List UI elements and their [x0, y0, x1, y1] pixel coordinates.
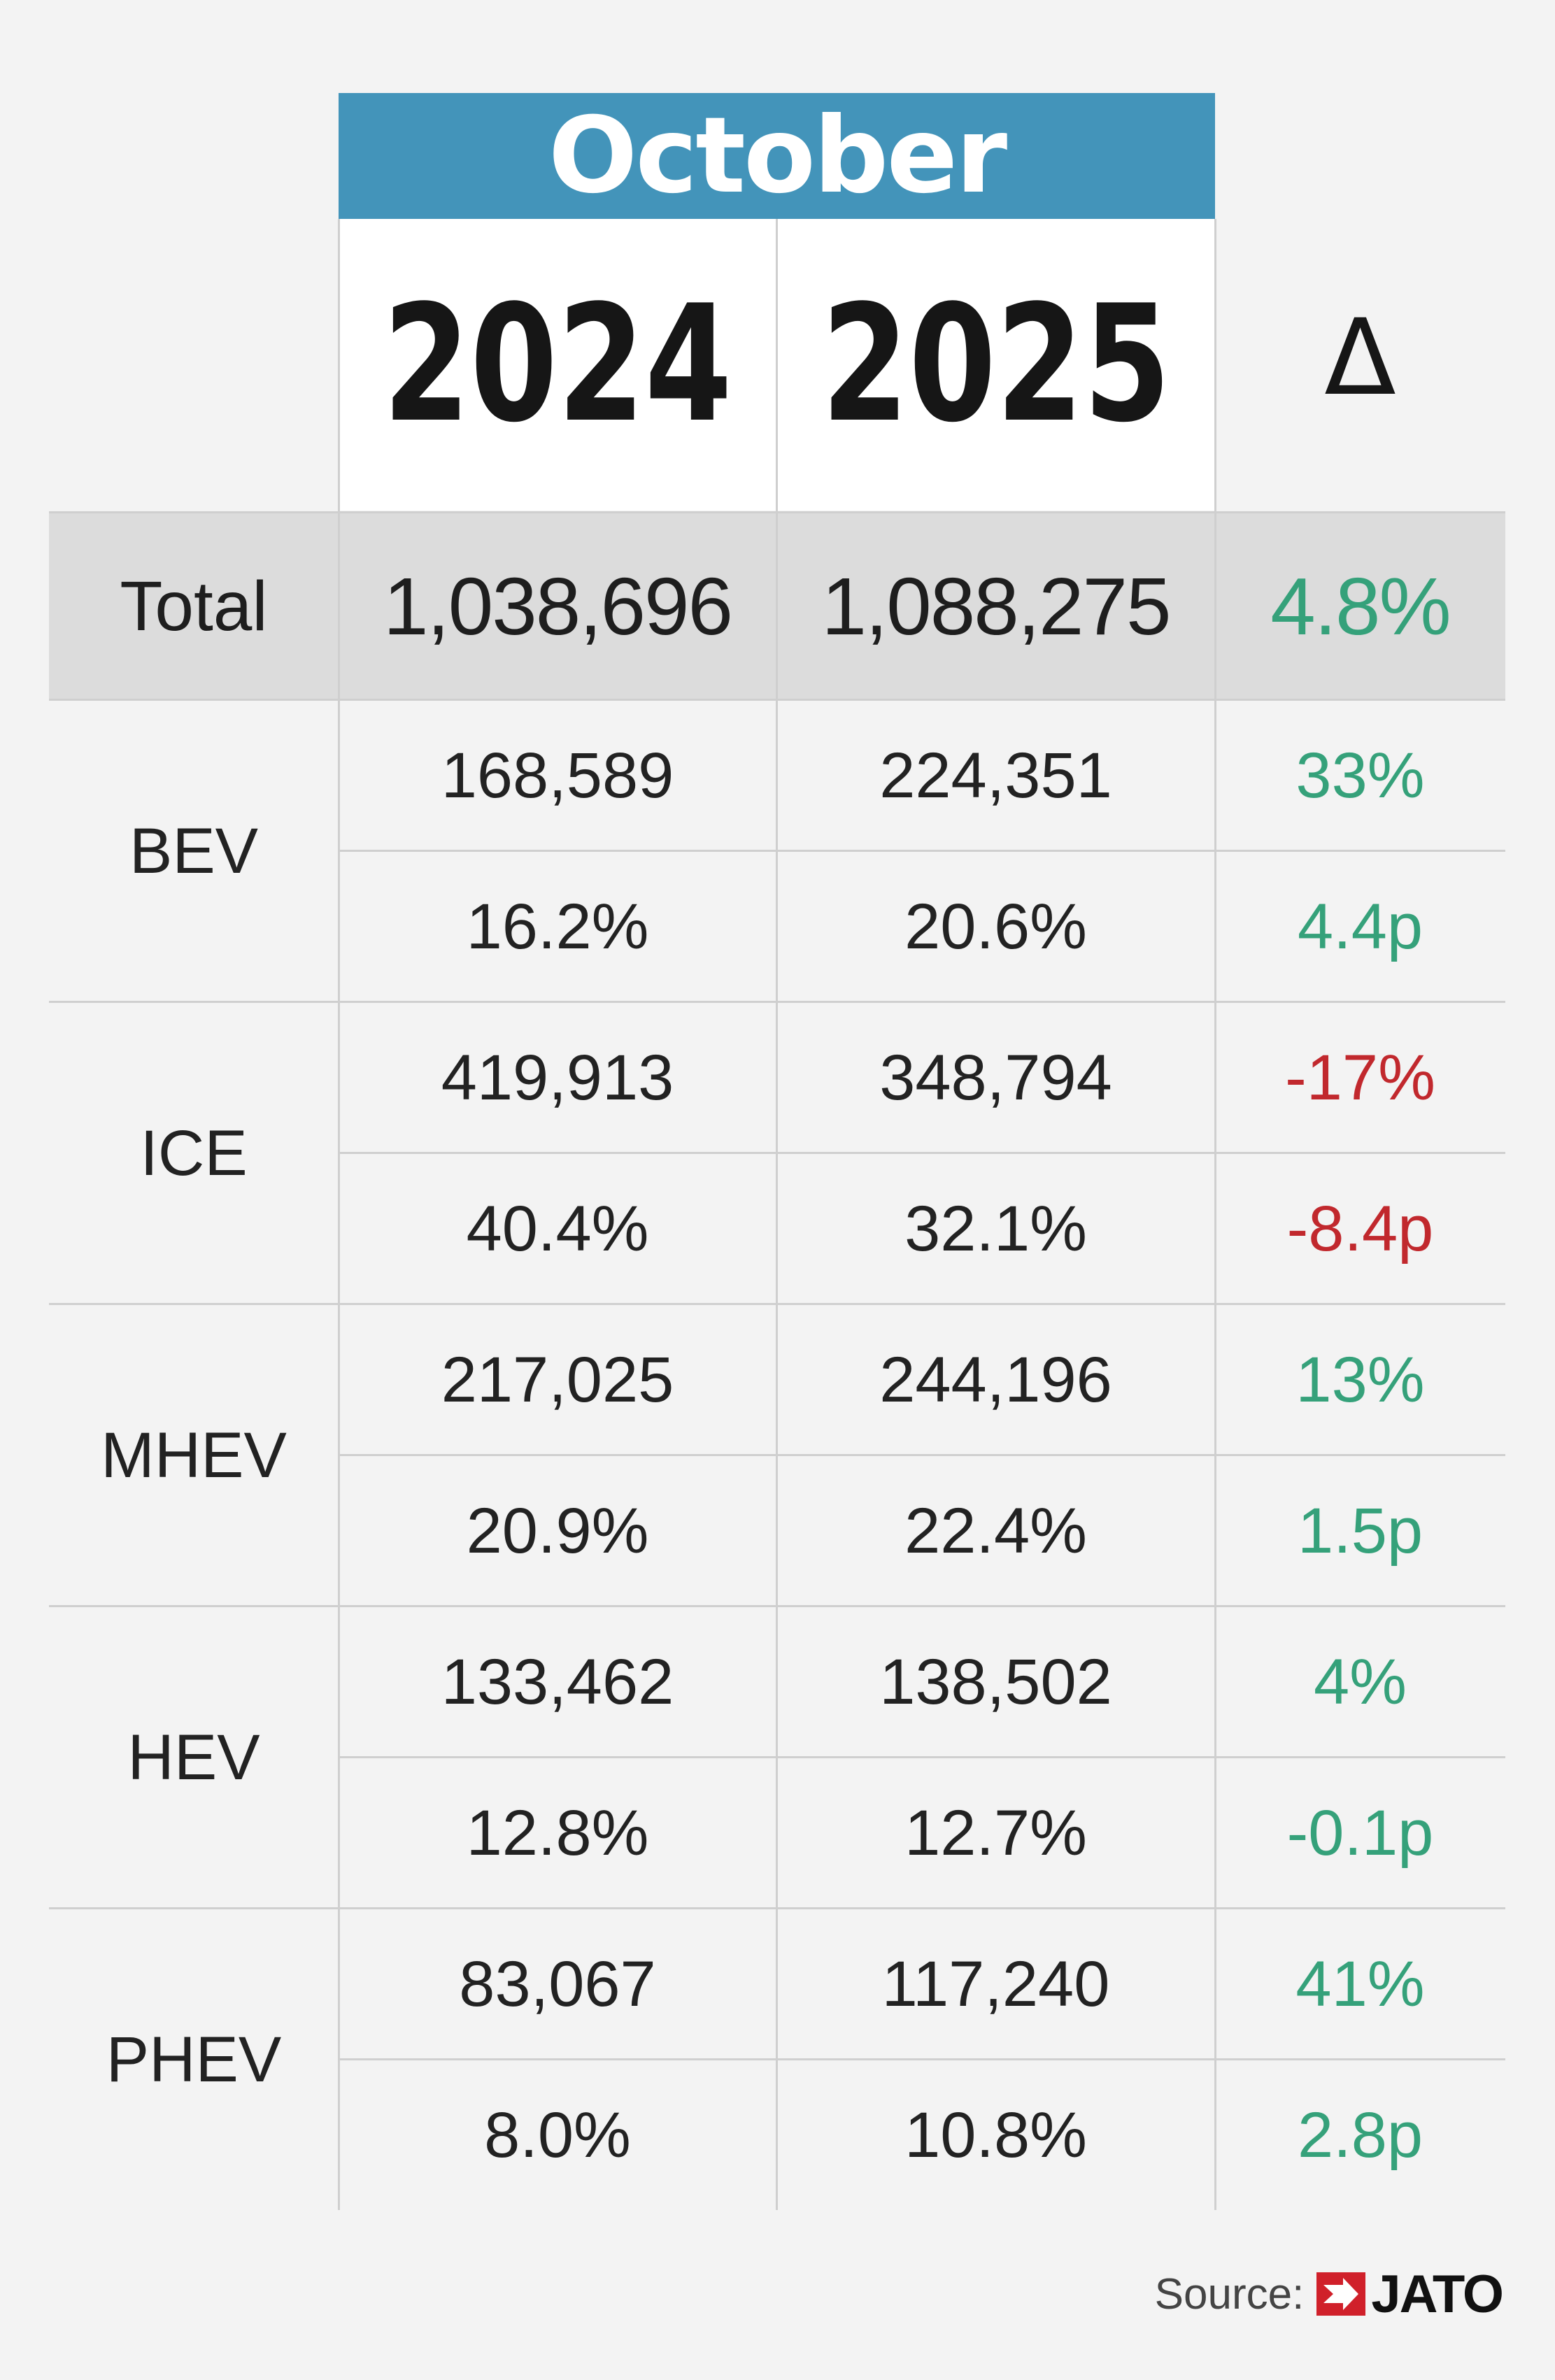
- volume-delta-1: -17%: [1285, 1041, 1435, 1113]
- source-label: Source:: [1154, 2269, 1305, 2318]
- share-value-3-0: 12.8%: [466, 1797, 649, 1869]
- share-delta-3: -0.1p: [1286, 1797, 1434, 1869]
- year-2025-header: 2025: [821, 271, 1171, 458]
- total-delta: 4.8%: [1270, 561, 1451, 652]
- volume-delta-4: 41%: [1295, 1948, 1425, 2020]
- share-value-2-0: 20.9%: [466, 1495, 649, 1567]
- volume-value-0-0: 168,589: [441, 739, 674, 811]
- total-2024: 1,038,696: [383, 561, 733, 652]
- share-value-1-0: 40.4%: [466, 1192, 649, 1264]
- share-value-0-0: 16.2%: [466, 890, 649, 962]
- share-delta-0: 4.4p: [1297, 890, 1423, 962]
- grid-hline: [49, 511, 1505, 513]
- share-delta-1: -8.4p: [1286, 1192, 1434, 1264]
- total-2025: 1,088,275: [821, 561, 1171, 652]
- share-value-4-0: 8.0%: [484, 2099, 631, 2171]
- volume-value-4-0: 83,067: [459, 1948, 656, 2020]
- year-2024-header: 2024: [383, 271, 732, 458]
- grid-vline: [776, 219, 778, 2210]
- volume-value-3-1: 138,502: [879, 1646, 1112, 1718]
- volume-delta-0: 33%: [1295, 739, 1425, 811]
- share-delta-2: 1.5p: [1297, 1495, 1423, 1567]
- jato-logo-icon: [1316, 2272, 1366, 2316]
- grid-hline: [339, 850, 1505, 852]
- group-label-4: PHEV: [106, 2023, 282, 2095]
- group-label-3: HEV: [127, 1721, 260, 1793]
- share-delta-4: 2.8p: [1297, 2099, 1423, 2171]
- group-label-0: BEV: [129, 815, 259, 887]
- volume-value-4-1: 117,240: [881, 1948, 1110, 2020]
- group-label-1: ICE: [140, 1117, 248, 1189]
- grid-hline: [339, 1756, 1505, 1758]
- grid-vline: [338, 219, 340, 2210]
- volume-value-2-1: 244,196: [879, 1344, 1112, 1416]
- volume-delta-2: 13%: [1295, 1344, 1425, 1416]
- total-label: Total: [120, 567, 268, 646]
- delta-header: Δ: [1324, 297, 1396, 419]
- share-value-3-1: 12.7%: [904, 1797, 1087, 1869]
- grid-vline: [1214, 219, 1216, 2210]
- volume-value-3-0: 133,462: [441, 1646, 674, 1718]
- volume-value-1-0: 419,913: [441, 1041, 674, 1113]
- month-header: October: [339, 93, 1215, 219]
- share-value-0-1: 20.6%: [904, 890, 1087, 962]
- grid-hline: [339, 1454, 1505, 1456]
- source-credit: Source: JATO: [1154, 2263, 1504, 2325]
- share-value-4-1: 10.8%: [904, 2099, 1087, 2171]
- jato-logo-text: JATO: [1371, 2264, 1504, 2324]
- group-label-2: MHEV: [101, 1419, 287, 1491]
- volume-value-1-1: 348,794: [879, 1041, 1112, 1113]
- grid-hline: [339, 1152, 1505, 1154]
- grid-hline: [49, 699, 1505, 701]
- share-value-2-1: 22.4%: [904, 1495, 1087, 1567]
- grid-hline: [339, 2058, 1505, 2060]
- share-value-1-1: 32.1%: [904, 1192, 1087, 1264]
- volume-delta-3: 4%: [1314, 1646, 1407, 1718]
- volume-value-2-0: 217,025: [441, 1344, 674, 1416]
- volume-value-0-1: 224,351: [879, 739, 1112, 811]
